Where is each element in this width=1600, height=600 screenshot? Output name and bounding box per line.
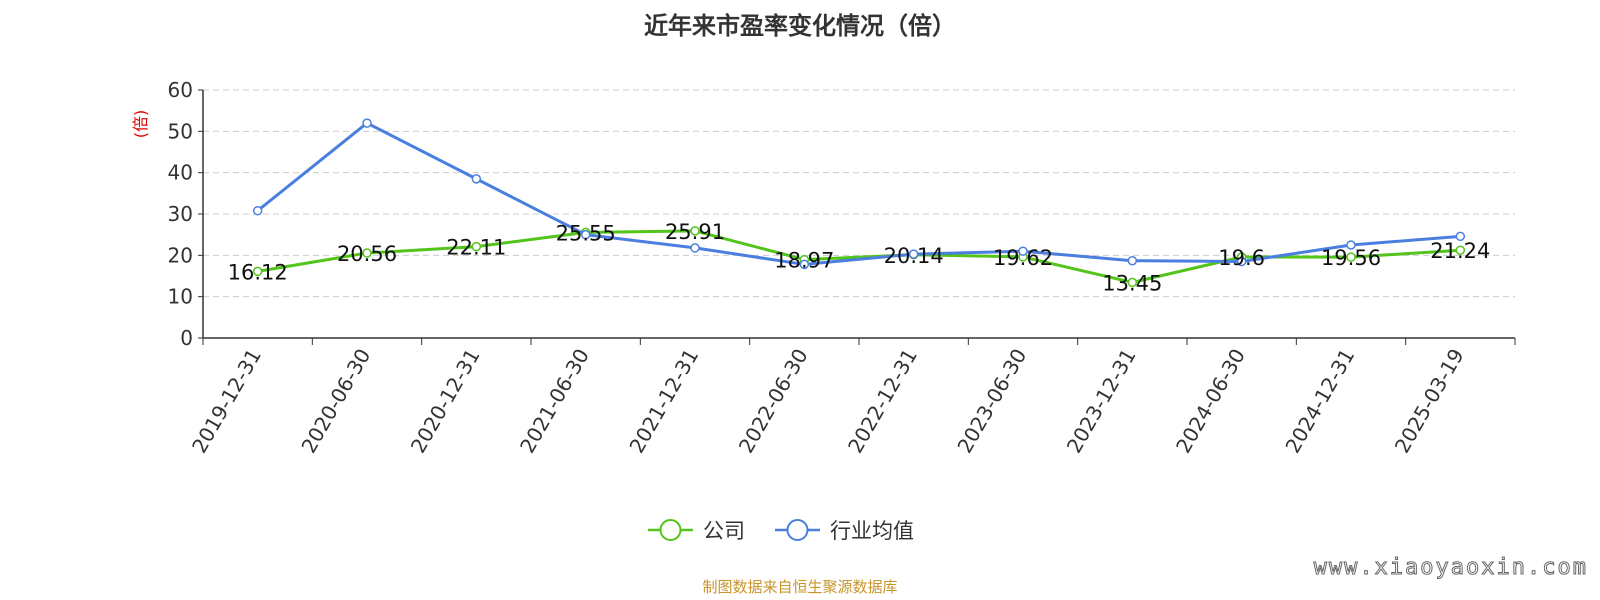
data-point bbox=[362, 118, 372, 128]
data-point bbox=[908, 249, 919, 259]
data-point bbox=[1018, 246, 1028, 256]
legend-label: 公司 bbox=[703, 519, 745, 543]
grid-lines bbox=[203, 89, 1515, 298]
data-label: 20.14 bbox=[884, 244, 944, 268]
data-point bbox=[799, 259, 810, 270]
data-point bbox=[471, 241, 482, 252]
x-tick-label: 2022-06-30 bbox=[734, 345, 813, 458]
axes: 0 10 20 30 40 50 60 2019-12-31 2020-06-30 2020-12… bbox=[168, 78, 1516, 458]
x-tick-label: 2021-12-31 bbox=[624, 345, 703, 458]
data-label: 25.91 bbox=[665, 220, 725, 244]
data-label: 22.11 bbox=[446, 236, 506, 260]
data-point bbox=[1346, 252, 1356, 262]
data-point bbox=[1127, 277, 1138, 288]
y-tick-label: 30 bbox=[168, 202, 193, 226]
data-label: 19.56 bbox=[1321, 246, 1381, 270]
data-point bbox=[362, 248, 372, 258]
x-tick-label: 2023-06-30 bbox=[952, 345, 1031, 458]
data-label: 20.56 bbox=[337, 242, 397, 266]
data-point bbox=[471, 174, 482, 184]
legend-label: 行业均值 bbox=[830, 519, 914, 543]
series-layer bbox=[252, 118, 1466, 288]
y-tick-label: 40 bbox=[168, 161, 193, 185]
data-point bbox=[1455, 245, 1466, 255]
data-label: 18.97 bbox=[774, 249, 834, 273]
legend-marker bbox=[786, 519, 809, 541]
data-point bbox=[1455, 231, 1466, 242]
x-tick-label: 2019-12-31 bbox=[187, 345, 266, 458]
y-tick-label: 20 bbox=[168, 243, 193, 267]
y-axis-label: (倍) bbox=[131, 110, 150, 139]
y-tick-label: 60 bbox=[168, 78, 193, 102]
data-label: 13.45 bbox=[1102, 271, 1162, 295]
data-label: 25.55 bbox=[556, 221, 616, 245]
data-label: 16.12 bbox=[228, 260, 288, 284]
x-tick-label: 2021-06-30 bbox=[515, 345, 594, 458]
y-tick-label: 50 bbox=[168, 119, 193, 143]
x-tick-label: 2020-12-31 bbox=[406, 345, 485, 458]
x-tick-label: 2025-03-19 bbox=[1390, 345, 1469, 458]
watermark: www.xiaoyaoxin.com bbox=[1314, 555, 1588, 580]
x-tick-label: 2024-06-30 bbox=[1171, 345, 1250, 458]
data-point bbox=[1346, 240, 1356, 250]
data-point bbox=[252, 266, 263, 277]
data-point bbox=[690, 243, 700, 253]
x-tick-label: 2023-12-31 bbox=[1062, 345, 1141, 458]
data-label: 19.62 bbox=[993, 246, 1053, 270]
series-line bbox=[256, 121, 1461, 266]
y-tick-label: 10 bbox=[168, 285, 193, 309]
data-point bbox=[580, 229, 591, 240]
legend-marker bbox=[659, 519, 682, 541]
data-label: 19.6 bbox=[1218, 246, 1265, 270]
legend: 公司 行业均值 bbox=[648, 519, 914, 543]
data-point bbox=[1236, 256, 1247, 267]
chart-title: 近年来市盈率变化情况（倍） bbox=[644, 12, 956, 40]
data-point bbox=[690, 226, 700, 236]
x-tick-label: 2024-12-31 bbox=[1280, 345, 1359, 458]
x-tick-label: 2020-06-30 bbox=[296, 345, 375, 458]
y-tick-label: 0 bbox=[180, 326, 193, 350]
source-note: 制图数据来自恒生聚源数据库 bbox=[702, 578, 897, 596]
x-tick-label: 2022-12-31 bbox=[843, 345, 922, 458]
data-point bbox=[1127, 255, 1138, 266]
series-line bbox=[257, 229, 1461, 284]
data-point bbox=[252, 205, 263, 216]
data-label: 21.24 bbox=[1430, 239, 1490, 263]
